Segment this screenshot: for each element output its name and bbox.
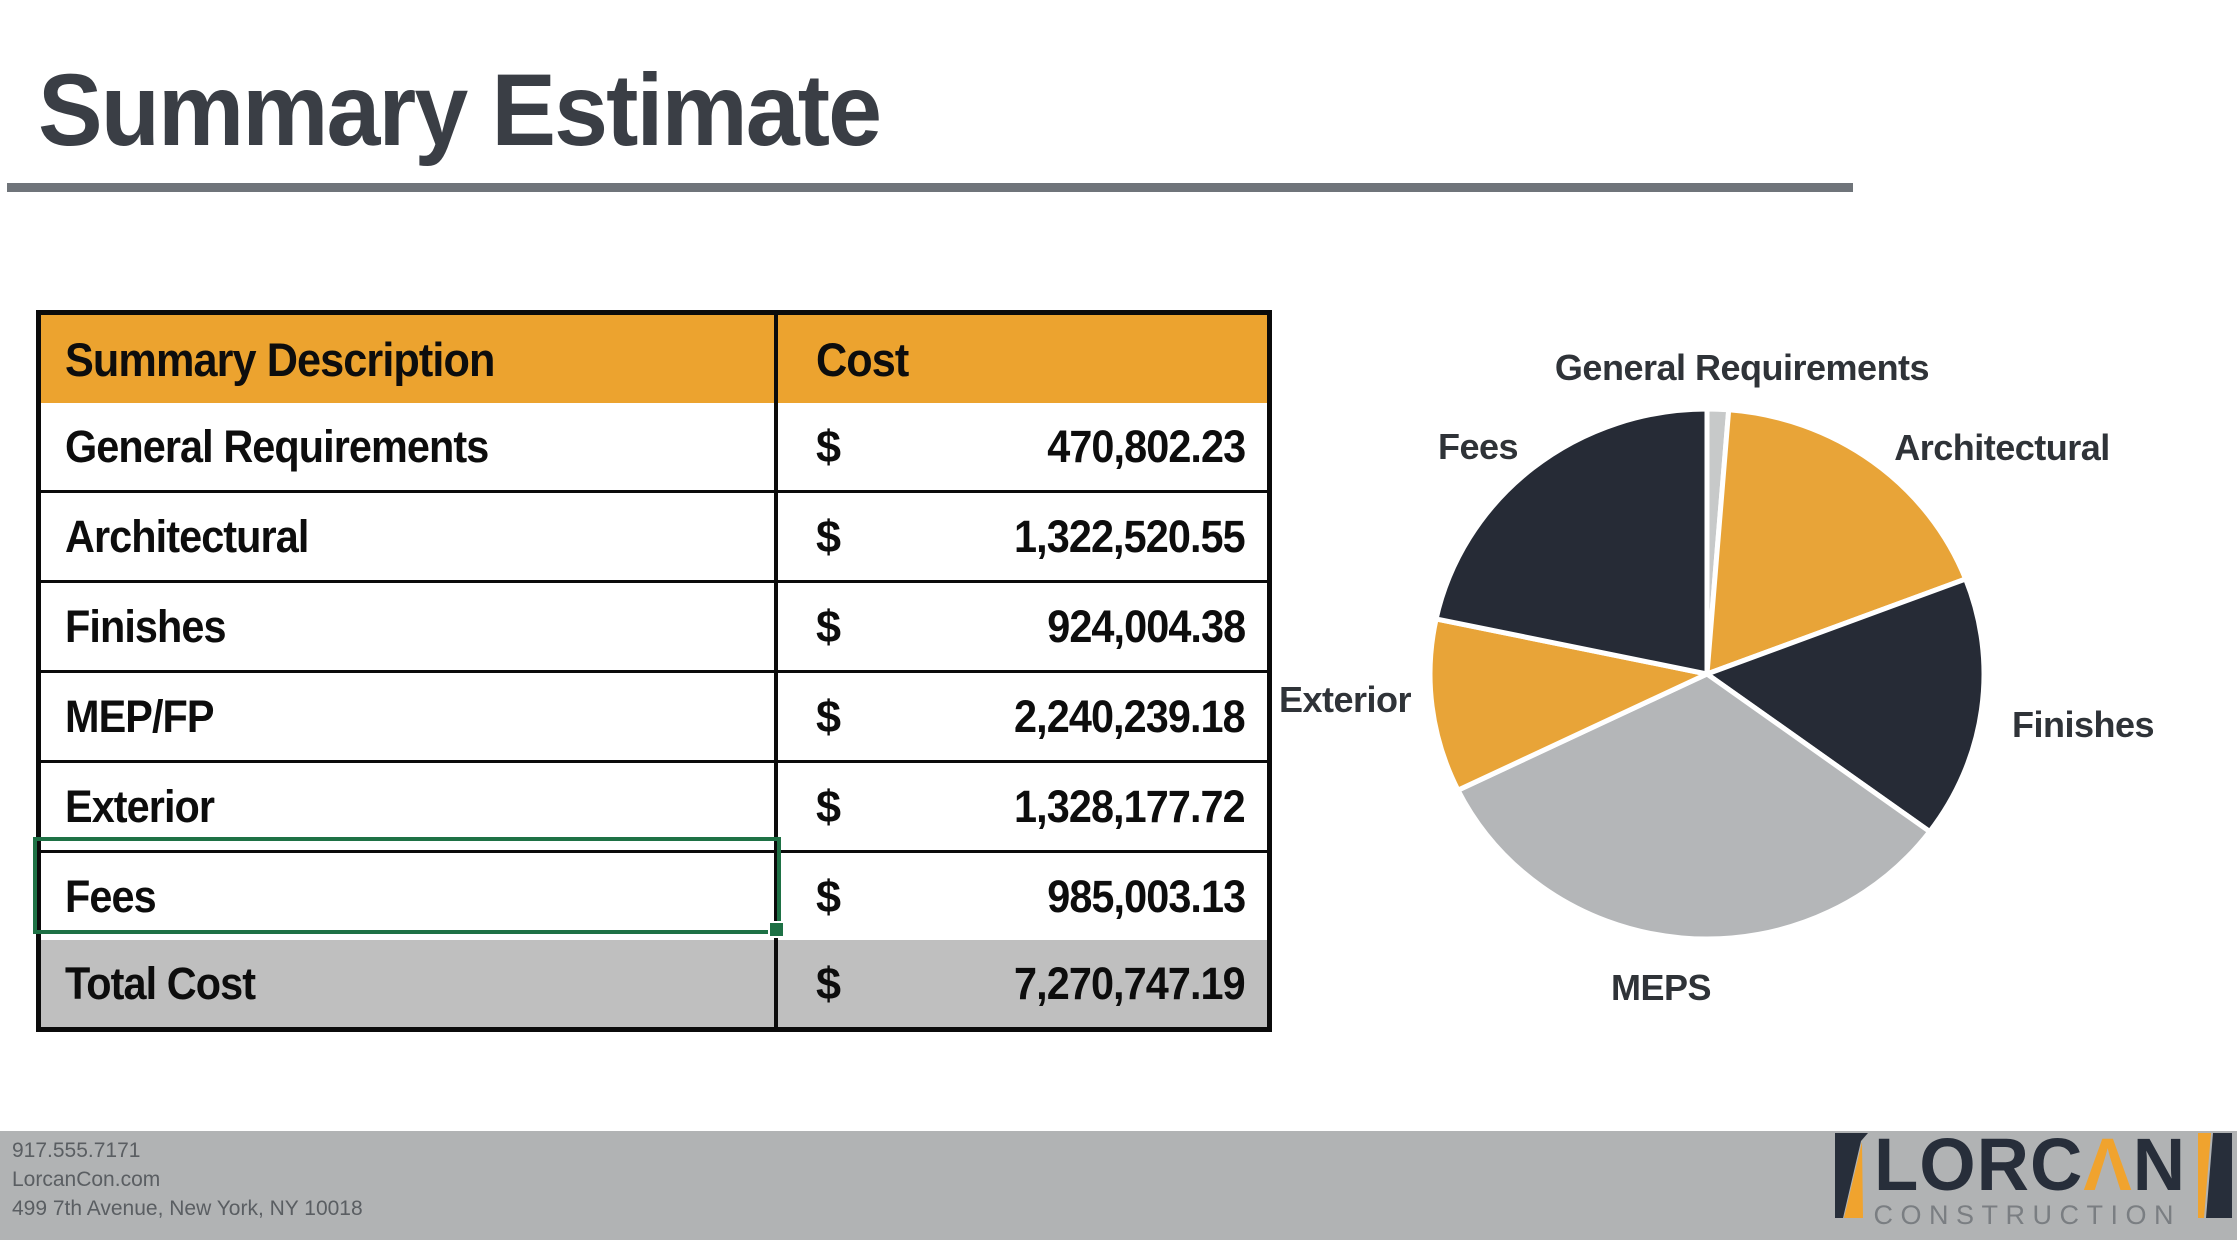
active-cell-selection[interactable] <box>33 837 785 938</box>
footer-website: LorcanCon.com <box>12 1168 161 1191</box>
pie-slice-meps <box>1454 671 1934 942</box>
pie-label-meps: MEPS <box>1610 967 1712 1008</box>
footer-phone: 917.555.7171 <box>12 1139 141 1162</box>
row-currency-symbol: $ <box>816 420 842 472</box>
lorcan-logo: LORCΛN CONSTRUCTION <box>1834 1128 2232 1231</box>
table-header-row: Summary Description Cost <box>41 315 1267 403</box>
footer-band: 917.555.7171 LorcanCon.com 499 7th Avenu… <box>0 1128 2237 1240</box>
pie-slice-finishes <box>1701 575 1987 836</box>
row-description-label: Architectural <box>65 510 309 562</box>
table-row: General Requirements $470,802.23 <box>41 403 1267 490</box>
brand-a-chevron-icon: Λ <box>2082 1123 2133 1206</box>
row-amount: 985,003.13 <box>1046 870 1246 922</box>
footer-contact-block: 917.555.7171 LorcanCon.com 499 7th Avenu… <box>12 1139 363 1221</box>
header-cost-label: Cost <box>816 332 909 386</box>
row-cost-cell[interactable]: $2,240,239.18 <box>778 673 1267 760</box>
row-description-label: Finishes <box>65 600 227 652</box>
row-description-label: Exterior <box>65 780 215 832</box>
logo-left-mark-icon <box>1834 1133 1868 1218</box>
row-description-label: General Requirements <box>65 420 489 472</box>
logo-subtitle: CONSTRUCTION <box>1873 1200 2182 1230</box>
cost-breakdown-pie-chart <box>1427 406 1987 942</box>
table-row: MEP/FP $2,240,239.18 <box>41 670 1267 760</box>
row-cost-cell[interactable]: $470,802.23 <box>778 403 1267 490</box>
row-description-cell[interactable]: Architectural <box>41 493 778 580</box>
total-currency-symbol: $ <box>816 957 842 1009</box>
pie-label-exterior: Exterior <box>1278 679 1412 720</box>
row-amount: 924,004.38 <box>1046 600 1246 652</box>
pie-label-finishes: Finishes <box>2011 704 2155 745</box>
total-amount: 7,270,747.19 <box>1014 957 1246 1009</box>
pie-slice-fees <box>1433 406 1710 678</box>
logo-brand-name: LORCΛN <box>1874 1128 2186 1202</box>
table-row: Finishes $924,004.38 <box>41 580 1267 670</box>
total-cost-cell[interactable]: $ 7,270,747.19 <box>778 940 1267 1027</box>
row-amount: 2,240,239.18 <box>1014 690 1246 742</box>
header-cell-description[interactable]: Summary Description <box>41 315 778 403</box>
title-underline <box>7 183 1853 192</box>
table-total-row: Total Cost $ 7,270,747.19 <box>41 940 1267 1027</box>
row-currency-symbol: $ <box>816 690 842 742</box>
row-currency-symbol: $ <box>816 780 842 832</box>
pie-label-general-requirements: General Requirements <box>1554 347 1930 388</box>
brand-post: N <box>2132 1123 2186 1206</box>
brand-pre: LORC <box>1873 1123 2083 1206</box>
row-cost-cell[interactable]: $1,328,177.72 <box>778 763 1267 850</box>
page-title: Summary Estimate <box>38 53 882 167</box>
header-cell-cost[interactable]: Cost <box>778 315 1267 403</box>
summary-estimate-table: Summary Description Cost General Require… <box>36 310 1272 1032</box>
pie-slice-architectural <box>1704 407 1969 678</box>
table-body: General Requirements $470,802.23 Architect… <box>41 403 1267 940</box>
row-cost-cell[interactable]: $985,003.13 <box>778 853 1267 940</box>
row-currency-symbol: $ <box>816 600 842 652</box>
row-cost-cell[interactable]: $924,004.38 <box>778 583 1267 670</box>
row-amount: 1,322,520.55 <box>1014 510 1246 562</box>
row-description-cell[interactable]: Finishes <box>41 583 778 670</box>
pie-label-fees: Fees <box>1437 426 1519 467</box>
row-description-label: MEP/FP <box>65 690 215 742</box>
row-currency-symbol: $ <box>816 510 842 562</box>
footer-address: 499 7th Avenue, New York, NY 10018 <box>12 1197 363 1220</box>
row-description-cell[interactable]: Fees <box>41 853 778 940</box>
row-description-label: Fees <box>65 870 157 922</box>
table-row: Exterior $1,328,177.72 <box>41 760 1267 850</box>
table-row: Architectural $1,322,520.55 <box>41 490 1267 580</box>
row-description-cell[interactable]: Exterior <box>41 763 778 850</box>
table-row: Fees $985,003.13 <box>41 850 1267 940</box>
row-currency-symbol: $ <box>816 870 842 922</box>
header-description-label: Summary Description <box>65 332 495 386</box>
pie-label-architectural: Architectural <box>1894 427 2110 468</box>
total-label-cell[interactable]: Total Cost <box>41 940 778 1027</box>
logo-right-mark-icon <box>2198 1133 2232 1218</box>
row-description-cell[interactable]: MEP/FP <box>41 673 778 760</box>
total-label: Total Cost <box>65 957 256 1009</box>
row-amount: 470,802.23 <box>1046 420 1246 472</box>
row-cost-cell[interactable]: $1,322,520.55 <box>778 493 1267 580</box>
row-amount: 1,328,177.72 <box>1014 780 1246 832</box>
logo-text-block: LORCΛN CONSTRUCTION <box>1873 1128 2192 1231</box>
row-description-cell[interactable]: General Requirements <box>41 403 778 490</box>
selection-fill-handle[interactable] <box>768 921 785 938</box>
